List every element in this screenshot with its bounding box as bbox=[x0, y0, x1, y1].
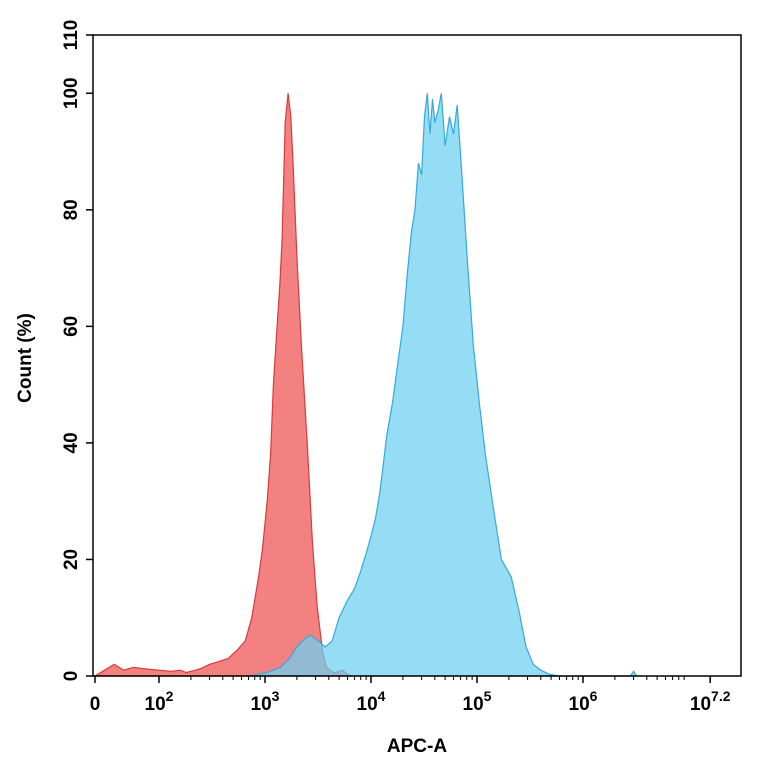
series-layer bbox=[92, 93, 638, 677]
x-axis: 0 102 103 104 105 106 107.2 bbox=[90, 676, 731, 715]
y-tick-label: 100 bbox=[61, 77, 82, 109]
x-tick-label: 104 bbox=[357, 688, 386, 715]
x-tick-label: 103 bbox=[251, 688, 280, 715]
y-tick-label: 80 bbox=[61, 199, 82, 220]
plot-frame bbox=[92, 34, 742, 677]
y-tick-label: 40 bbox=[61, 432, 82, 453]
x-tick-label: 106 bbox=[569, 688, 598, 715]
y-tick-label: 0 bbox=[61, 671, 82, 682]
y-axis: 0 20 40 60 80 100 110 bbox=[61, 20, 93, 682]
y-tick-label: 20 bbox=[61, 549, 82, 570]
x-tick-label: 107.2 bbox=[690, 688, 731, 715]
x-tick-label: 105 bbox=[463, 688, 492, 715]
y-tick-label: 60 bbox=[61, 316, 82, 337]
y-axis-title: Count (%) bbox=[15, 313, 36, 403]
x-tick-label: 102 bbox=[145, 688, 174, 715]
x-tick-label: 0 bbox=[90, 694, 101, 715]
x-axis-title: APC-A bbox=[387, 736, 447, 757]
y-tick-label: 110 bbox=[61, 20, 82, 51]
histogram-series-1 bbox=[92, 93, 352, 677]
histogram-series-2 bbox=[248, 93, 638, 677]
